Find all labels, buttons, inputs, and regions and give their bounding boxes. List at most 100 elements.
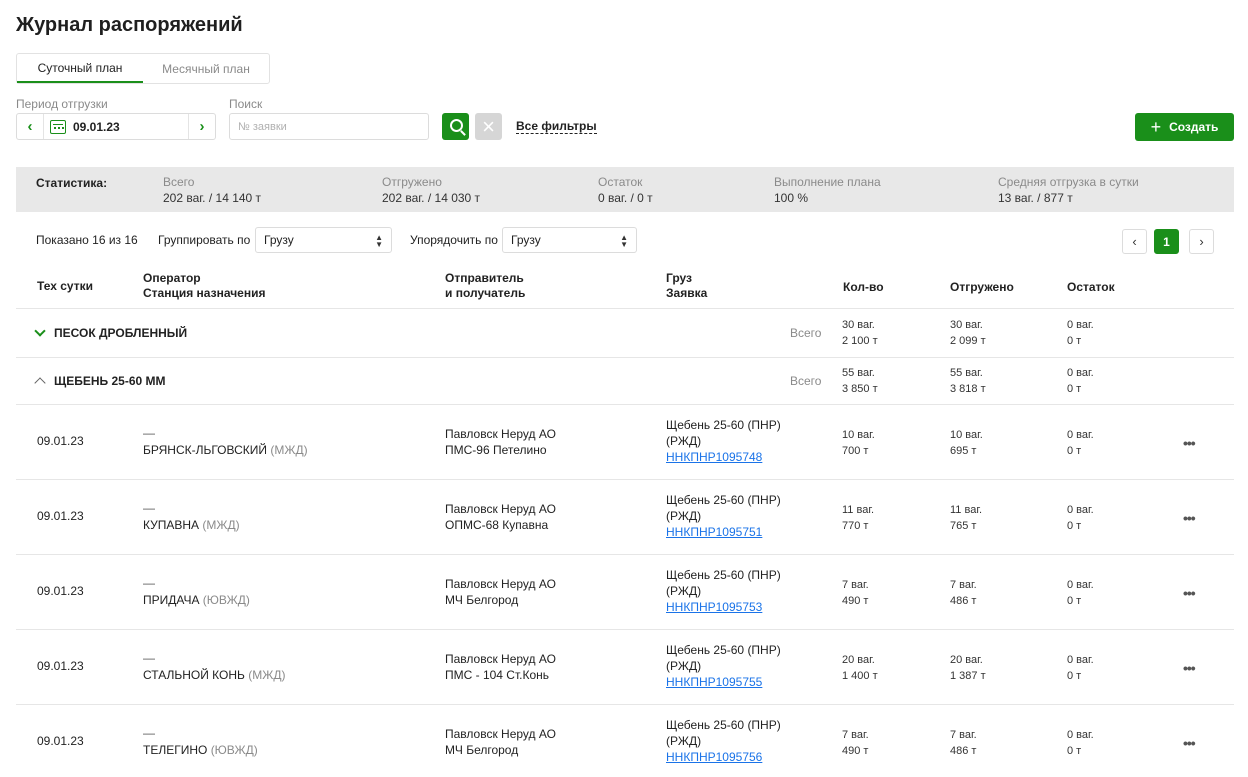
more-actions-icon[interactable]: ••• — [1183, 735, 1196, 751]
cargo-name: Щебень 25-60 (ПНР) — [666, 493, 781, 507]
qty-wagons: 7 ваг. — [842, 579, 869, 591]
date-prev-button[interactable]: ‹ — [27, 118, 33, 135]
more-actions-icon[interactable]: ••• — [1183, 660, 1196, 676]
search-input[interactable] — [229, 113, 429, 140]
cargo-name: Щебень 25-60 (ПНР) — [666, 418, 781, 432]
cell-sender: Павловск Неруд АО ПМС - 104 Ст.Конь — [445, 651, 556, 683]
qty-wagons: 20 ваг. — [842, 654, 875, 666]
request-link[interactable]: ННКПНР1095753 — [666, 600, 763, 614]
group-qty-wagons: 30 ваг. — [842, 319, 875, 331]
sender-name: Павловск Неруд АО — [445, 502, 556, 516]
date-field[interactable]: 09.01.23 — [43, 114, 189, 139]
rest-wagons: 0 ваг. — [1067, 429, 1094, 441]
cargo-carrier: (РЖД) — [666, 584, 702, 598]
railway-code: (ЮВЖД) — [210, 743, 258, 757]
request-link[interactable]: ННКПНР1095755 — [666, 675, 763, 689]
more-actions-icon[interactable]: ••• — [1183, 585, 1196, 601]
stats-title: Статистика: — [36, 176, 108, 190]
divider — [16, 308, 1234, 309]
sender-name: Павловск Неруд АО — [445, 427, 556, 441]
header-operator-line1: Оператор — [143, 271, 201, 285]
table-row: 09.01.23 — ТЕЛЕГИНО (ЮВЖД) Павловск Неру… — [16, 705, 1234, 777]
date-next-button[interactable]: › — [199, 118, 205, 135]
group-shipped-wagons: 55 ваг. — [950, 367, 983, 379]
cell-cargo: Щебень 25-60 (ПНР) (РЖД) ННКПНР1095756 — [666, 717, 781, 765]
stat-label: Всего — [163, 175, 195, 189]
group-toggle[interactable]: ЩЕБЕНЬ 25-60 ММ — [34, 374, 166, 389]
cell-operator: — СТАЛЬНОЙ КОНЬ (МЖД) — [143, 650, 285, 684]
search-label: Поиск — [229, 97, 263, 111]
pager-next-button[interactable]: › — [1189, 229, 1214, 254]
sender-name: Павловск Неруд АО — [445, 727, 556, 741]
page-title: Журнал распоряжений — [16, 14, 243, 36]
cell-shipped: 7 ваг. 486 т — [950, 577, 977, 609]
header-cargo-line1: Груз — [666, 271, 692, 285]
header-shipped: Отгружено — [950, 280, 1014, 294]
operator-name: — — [143, 651, 155, 665]
group-by-select[interactable]: Грузу ▲ ▼ — [255, 227, 392, 253]
cell-rest: 0 ваг. 0 т — [1067, 502, 1094, 534]
tab-monthly-plan[interactable]: Месячный план — [162, 61, 250, 76]
group-toggle[interactable]: ПЕСОК ДРОБЛЕННЫЙ — [34, 325, 187, 340]
operator-name: — — [143, 426, 155, 440]
statistics-bar: Статистика: Всего 202 ваг. / 14 140 т От… — [16, 167, 1234, 212]
tab-daily-plan[interactable]: Суточный план — [17, 54, 143, 83]
cargo-carrier: (РЖД) — [666, 734, 702, 748]
station-name: БРЯНСК-ЛЬГОВСКИЙ — [143, 443, 268, 457]
stat-value: 100 % — [774, 191, 809, 205]
all-filters-link[interactable]: Все фильтры — [516, 119, 597, 134]
cargo-name: Щебень 25-60 (ПНР) — [666, 718, 781, 732]
group-rest-wagons: 0 ваг. — [1067, 319, 1094, 331]
station-name: СТАЛЬНОЙ КОНЬ — [143, 668, 245, 682]
group-name: ЩЕБЕНЬ 25-60 ММ — [54, 374, 166, 388]
stat-value: 0 ваг. / 0 т — [598, 191, 653, 205]
request-link[interactable]: ННКПНР1095751 — [666, 525, 763, 539]
station-name: КУПАВНА — [143, 518, 200, 532]
railway-code: (МЖД) — [248, 668, 286, 682]
header-cargo: Груз Заявка — [666, 271, 707, 301]
stat-label: Выполнение плана — [774, 175, 881, 189]
create-button-label: Создать — [1169, 120, 1219, 134]
receiver-name: МЧ Белгород — [445, 743, 519, 757]
station: БРЯНСК-ЛЬГОВСКИЙ (МЖД) — [143, 442, 308, 459]
group-rest-wagons: 0 ваг. — [1067, 367, 1094, 379]
request-link[interactable]: ННКПНР1095756 — [666, 750, 763, 764]
cell-cargo: Щебень 25-60 (ПНР) (РЖД) ННКПНР1095748 — [666, 417, 781, 465]
header-cargo-line2: Заявка — [666, 286, 708, 300]
pager-prev-button[interactable]: ‹ — [1122, 229, 1147, 254]
more-actions-icon[interactable]: ••• — [1183, 510, 1196, 526]
close-icon: × — [482, 113, 495, 139]
sort-by-label: Упорядочить по — [410, 233, 498, 247]
clear-button[interactable]: × — [475, 113, 502, 140]
pager-page-1[interactable]: 1 — [1154, 229, 1179, 254]
group-by-label: Группировать по — [158, 233, 251, 247]
qty-tons: 770 т — [842, 520, 869, 532]
operator-name: — — [143, 576, 155, 590]
qty-tons: 490 т — [842, 745, 869, 757]
station: ПРИДАЧА (ЮВЖД) — [143, 592, 250, 609]
cell-qty: 7 ваг. 490 т — [842, 727, 869, 759]
create-button[interactable]: + Создать — [1135, 113, 1234, 141]
sender-name: Павловск Неруд АО — [445, 652, 556, 666]
rest-tons: 0 т — [1067, 445, 1082, 457]
railway-code: (ЮВЖД) — [202, 593, 250, 607]
chevron-up-icon — [34, 377, 46, 389]
shipped-tons: 765 т — [950, 520, 977, 532]
calendar-icon — [50, 119, 66, 134]
group-by-value: Грузу — [264, 233, 294, 247]
cell-shipped: 20 ваг. 1 387 т — [950, 652, 986, 684]
group-total-label: Всего — [790, 374, 822, 388]
request-link[interactable]: ННКПНР1095748 — [666, 450, 763, 464]
shipped-wagons: 11 ваг. — [950, 504, 983, 516]
sort-by-value: Грузу — [511, 233, 541, 247]
rest-wagons: 0 ваг. — [1067, 579, 1094, 591]
cell-sender: Павловск Неруд АО МЧ Белгород — [445, 726, 556, 758]
stat-label: Средняя отгрузка в сутки — [998, 175, 1139, 189]
sort-by-select[interactable]: Грузу ▲ ▼ — [502, 227, 637, 253]
group-shipped-wagons: 30 ваг. — [950, 319, 983, 331]
search-button[interactable] — [442, 113, 469, 140]
more-actions-icon[interactable]: ••• — [1183, 435, 1196, 451]
select-arrows-icon: ▲ ▼ — [375, 233, 383, 249]
cell-qty: 10 ваг. 700 т — [842, 427, 875, 459]
divider — [16, 404, 1234, 405]
